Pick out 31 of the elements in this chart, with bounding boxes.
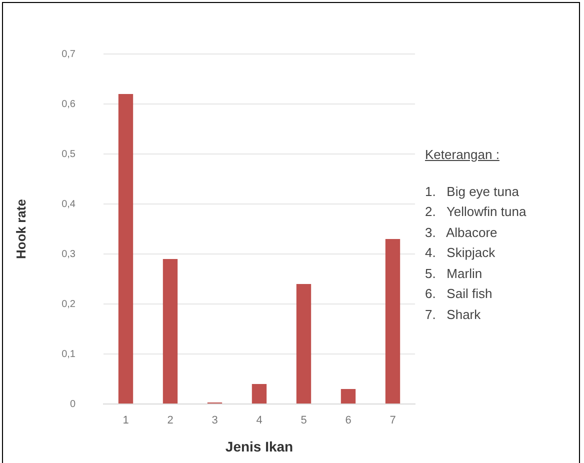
text: 1. Big eye tuna xyxy=(425,182,520,201)
bar xyxy=(118,94,134,404)
y-tick-label: 0,6 xyxy=(62,98,76,110)
x-tick-label: 3 xyxy=(212,414,218,427)
x-tick-label: 2 xyxy=(167,414,174,427)
text: 6. Sail fish xyxy=(425,285,494,303)
y-tick-label: 0,1 xyxy=(62,348,76,360)
text: 3. Albacore xyxy=(425,224,498,242)
y-tick-label: 0,5 xyxy=(62,148,76,160)
y-axis-title: Hook rate xyxy=(13,199,28,259)
text: Keterangan : xyxy=(425,146,500,164)
bar xyxy=(252,384,267,404)
x-tick-label: 7 xyxy=(390,414,396,427)
x-tick-label: 5 xyxy=(300,414,307,427)
x-tick-label: 6 xyxy=(345,414,352,427)
text: 5. Marlin xyxy=(425,264,484,282)
bar xyxy=(340,389,356,404)
bar xyxy=(162,259,178,404)
x-axis-title: Jenis Ikan xyxy=(225,438,294,454)
y-tick-label: 0,7 xyxy=(62,48,76,60)
y-tick-label: 0,4 xyxy=(62,198,76,210)
y-tick-label: 0,2 xyxy=(62,298,76,310)
y-tick-label: 0 xyxy=(70,398,76,410)
text: 7. Shark xyxy=(425,306,482,324)
x-tick-label: 4 xyxy=(256,414,262,427)
bar xyxy=(385,239,400,404)
text: 4. Skipjack xyxy=(425,244,496,262)
x-tick-label: 1 xyxy=(122,414,129,427)
text: 2. Yellowfin tuna xyxy=(425,203,526,221)
y-tick-label: 0,3 xyxy=(62,248,76,260)
bar xyxy=(296,284,312,404)
